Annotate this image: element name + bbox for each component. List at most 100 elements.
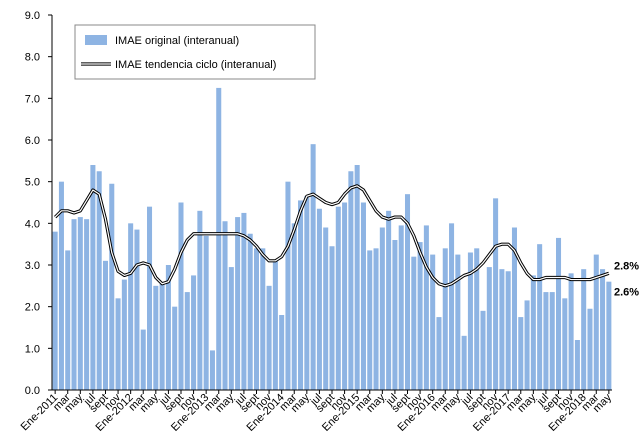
bar <box>310 144 316 390</box>
bar <box>581 269 587 390</box>
legend-swatch <box>85 35 107 45</box>
bar <box>115 298 121 390</box>
bar <box>153 285 159 390</box>
bar <box>335 206 341 390</box>
bar <box>298 200 304 390</box>
y-tick-label: 6.0 <box>25 135 40 147</box>
bar <box>367 250 373 390</box>
bar <box>77 217 83 390</box>
bar <box>323 227 329 390</box>
bar <box>71 219 77 390</box>
bar <box>449 223 455 390</box>
bar <box>455 254 461 390</box>
bar <box>253 248 260 390</box>
bar <box>197 210 203 390</box>
bar <box>228 267 234 390</box>
bar <box>58 181 64 390</box>
bar <box>574 340 580 390</box>
bar <box>184 292 190 390</box>
bar <box>109 183 115 390</box>
bar <box>165 265 171 390</box>
y-tick-label: 0.0 <box>25 385 40 397</box>
bar <box>279 315 285 390</box>
bar <box>266 285 272 390</box>
bar <box>436 317 442 390</box>
bar <box>568 273 574 390</box>
bar <box>524 300 530 390</box>
bar <box>121 279 127 390</box>
bar <box>241 212 247 390</box>
bar <box>140 329 146 390</box>
bar <box>587 308 593 390</box>
value-label: 2.8% <box>614 260 639 272</box>
y-tick-label: 8.0 <box>25 52 40 64</box>
bar <box>537 244 543 390</box>
bar <box>128 223 134 390</box>
y-tick-label: 2.0 <box>25 302 40 314</box>
y-tick-label: 3.0 <box>25 260 40 272</box>
bar <box>511 227 517 390</box>
bar <box>486 267 492 390</box>
bar <box>423 225 429 390</box>
bar <box>147 206 153 390</box>
bar <box>52 231 58 390</box>
bar <box>102 260 108 390</box>
value-label: 2.6% <box>614 287 639 299</box>
bar <box>348 171 354 390</box>
bar <box>562 298 568 390</box>
bar <box>84 219 90 390</box>
x-tick-label: Ene-2011 <box>19 392 61 434</box>
y-tick-label: 1.0 <box>25 343 40 355</box>
bar <box>272 260 278 390</box>
bar <box>404 194 411 390</box>
bar <box>159 283 165 390</box>
bar <box>291 223 297 390</box>
bar <box>342 202 348 390</box>
bar <box>379 227 385 390</box>
bar <box>442 248 448 390</box>
bar <box>493 198 499 390</box>
bar <box>600 269 606 390</box>
y-tick-label: 7.0 <box>25 93 40 105</box>
legend-label: IMAE original (interanual) <box>115 35 239 47</box>
legend-box <box>74 24 316 80</box>
bar <box>373 248 379 390</box>
bar <box>209 350 215 390</box>
bar <box>505 271 511 390</box>
bar <box>543 292 549 390</box>
bar <box>360 202 366 390</box>
bar <box>134 229 140 390</box>
bar <box>316 208 322 390</box>
bar <box>354 165 360 390</box>
bar <box>260 248 266 390</box>
bar <box>467 252 473 390</box>
bar <box>606 281 612 390</box>
bar <box>392 240 398 390</box>
bar <box>65 250 71 390</box>
y-tick-label: 5.0 <box>25 177 40 189</box>
bar <box>222 221 228 390</box>
y-tick-label: 4.0 <box>25 218 40 230</box>
bar <box>304 196 310 390</box>
bar <box>480 310 486 390</box>
legend-label: IMAE tendencia ciclo (interanual) <box>115 59 276 71</box>
y-tick-label: 9.0 <box>25 10 40 22</box>
bar <box>191 275 197 390</box>
bar <box>216 87 222 391</box>
bar <box>430 254 436 390</box>
bar <box>90 165 96 390</box>
bar <box>329 246 335 390</box>
bar <box>593 254 599 390</box>
bar <box>411 256 417 390</box>
trend-line-inner <box>54 185 610 287</box>
bar <box>530 275 536 390</box>
bar <box>461 335 467 390</box>
bar <box>178 202 184 390</box>
bar <box>474 248 480 390</box>
bar <box>386 210 392 390</box>
bar <box>556 237 562 390</box>
bar <box>398 225 404 390</box>
bar <box>285 181 291 390</box>
bar <box>203 235 209 390</box>
